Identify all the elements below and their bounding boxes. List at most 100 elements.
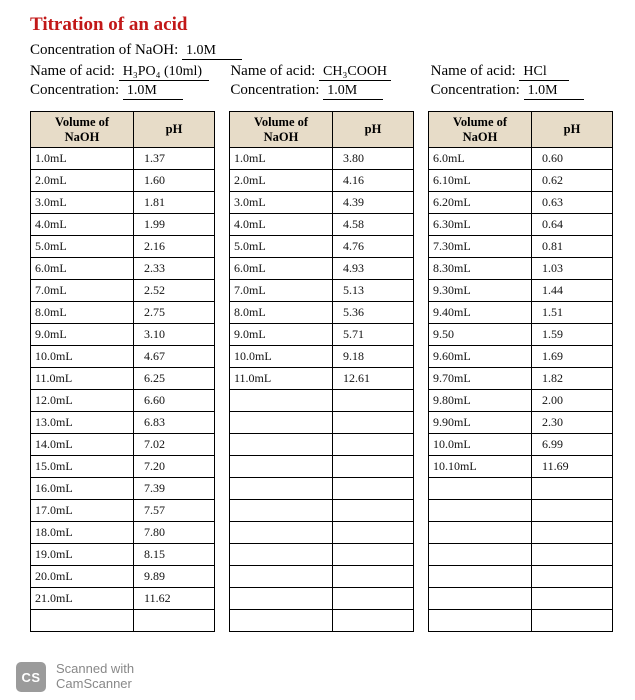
- table-row: [31, 610, 215, 632]
- cell-volume: 14.0mL: [31, 434, 134, 456]
- acid-name-row: Name of acid: H₃PO₄ (10ml): [30, 63, 212, 81]
- cell-ph: 8.15: [134, 544, 215, 566]
- table-row: [429, 500, 613, 522]
- acid-label: Name of acid:: [230, 63, 315, 79]
- acid-name-row: Name of acid: HCl: [431, 63, 613, 81]
- cell-volume: 10.0mL: [31, 346, 134, 368]
- cell-volume: 1.0mL: [31, 148, 134, 170]
- cell-ph: [532, 522, 613, 544]
- cell-ph: 9.89: [134, 566, 215, 588]
- cell-volume: 9.80mL: [429, 390, 532, 412]
- table-row: 6.0mL4.93: [230, 258, 414, 280]
- cell-ph: [333, 500, 414, 522]
- cell-volume: 11.0mL: [230, 368, 333, 390]
- cell-volume: 10.0mL: [230, 346, 333, 368]
- col-header-volume: Volume ofNaOH: [230, 112, 333, 148]
- table-row: [429, 522, 613, 544]
- titration-tables: Volume ofNaOHpH1.0mL1.372.0mL1.603.0mL1.…: [30, 111, 613, 632]
- table-row: 3.0mL4.39: [230, 192, 414, 214]
- table-row: 9.40mL1.51: [429, 302, 613, 324]
- cell-ph: 4.58: [333, 214, 414, 236]
- col-header-ph: pH: [532, 112, 613, 148]
- cell-volume: 9.0mL: [230, 324, 333, 346]
- table-row: 5.0mL4.76: [230, 236, 414, 258]
- conc-label: Concentration:: [230, 82, 319, 98]
- cell-ph: 5.36: [333, 302, 414, 324]
- cell-ph: [333, 412, 414, 434]
- cell-volume: 20.0mL: [31, 566, 134, 588]
- table-row: 18.0mL7.80: [31, 522, 215, 544]
- cell-volume: 6.0mL: [230, 258, 333, 280]
- table-row: [429, 478, 613, 500]
- cell-volume: [429, 610, 532, 632]
- cell-ph: [532, 566, 613, 588]
- table-row: 10.0mL4.67: [31, 346, 215, 368]
- cell-ph: 11.69: [532, 456, 613, 478]
- cell-ph: [333, 588, 414, 610]
- table-row: 5.0mL2.16: [31, 236, 215, 258]
- table-row: 9.0mL3.10: [31, 324, 215, 346]
- cell-ph: 5.13: [333, 280, 414, 302]
- cell-volume: [230, 610, 333, 632]
- table-row: 7.0mL2.52: [31, 280, 215, 302]
- table-row: 7.30mL0.81: [429, 236, 613, 258]
- cell-ph: 4.76: [333, 236, 414, 258]
- col-header-ph: pH: [134, 112, 215, 148]
- cell-ph: [532, 544, 613, 566]
- acid-conc-value: 1.0M: [323, 83, 383, 100]
- cell-volume: [230, 412, 333, 434]
- page-title: Titration of an acid: [30, 14, 613, 36]
- cell-ph: 12.61: [333, 368, 414, 390]
- table-row: 1.0mL3.80: [230, 148, 414, 170]
- table-row: 2.0mL4.16: [230, 170, 414, 192]
- table-row: 9.30mL1.44: [429, 280, 613, 302]
- cell-ph: [333, 478, 414, 500]
- table-row: 12.0mL6.60: [31, 390, 215, 412]
- cell-ph: 9.18: [333, 346, 414, 368]
- cell-ph: 0.60: [532, 148, 613, 170]
- cell-ph: [333, 390, 414, 412]
- cell-ph: 7.80: [134, 522, 215, 544]
- cell-volume: 10.10mL: [429, 456, 532, 478]
- cell-volume: 9.50: [429, 324, 532, 346]
- cell-volume: 7.30mL: [429, 236, 532, 258]
- table-row: 21.0mL11.62: [31, 588, 215, 610]
- cell-volume: 17.0mL: [31, 500, 134, 522]
- acid-label: Name of acid:: [431, 63, 516, 79]
- cell-volume: 15.0mL: [31, 456, 134, 478]
- table-row: 8.0mL2.75: [31, 302, 215, 324]
- table-row: 9.0mL5.71: [230, 324, 414, 346]
- table-row: 3.0mL1.81: [31, 192, 215, 214]
- table-row: 8.0mL5.36: [230, 302, 414, 324]
- col-header-ph: pH: [333, 112, 414, 148]
- cell-ph: 1.51: [532, 302, 613, 324]
- table-row: 6.20mL0.63: [429, 192, 613, 214]
- table-row: 9.501.59: [429, 324, 613, 346]
- scan-footer-text: Scanned with CamScanner: [56, 662, 134, 692]
- table-row: [429, 588, 613, 610]
- cell-volume: 18.0mL: [31, 522, 134, 544]
- cell-volume: 11.0mL: [31, 368, 134, 390]
- conc-label: Concentration:: [30, 82, 119, 98]
- table-row: [230, 412, 414, 434]
- cell-volume: 3.0mL: [230, 192, 333, 214]
- table-row: 11.0mL6.25: [31, 368, 215, 390]
- table-row: [429, 566, 613, 588]
- cell-volume: [429, 478, 532, 500]
- naoh-conc-value: 1.0M: [182, 43, 242, 60]
- cell-volume: 6.0mL: [429, 148, 532, 170]
- cell-ph: 1.44: [532, 280, 613, 302]
- cell-volume: [230, 478, 333, 500]
- cell-volume: 2.0mL: [230, 170, 333, 192]
- cell-ph: 4.16: [333, 170, 414, 192]
- cell-volume: 3.0mL: [31, 192, 134, 214]
- cell-ph: 4.93: [333, 258, 414, 280]
- cell-volume: 10.0mL: [429, 434, 532, 456]
- table-row: 16.0mL7.39: [31, 478, 215, 500]
- acid-meta-columns: Name of acid: H₃PO₄ (10ml) Concentration…: [30, 62, 613, 101]
- cell-ph: 2.33: [134, 258, 215, 280]
- acid-conc-value: 1.0M: [123, 83, 183, 100]
- scan-footer-line1: Scanned with: [56, 662, 134, 677]
- cell-ph: 4.39: [333, 192, 414, 214]
- col-header-volume: Volume ofNaOH: [429, 112, 532, 148]
